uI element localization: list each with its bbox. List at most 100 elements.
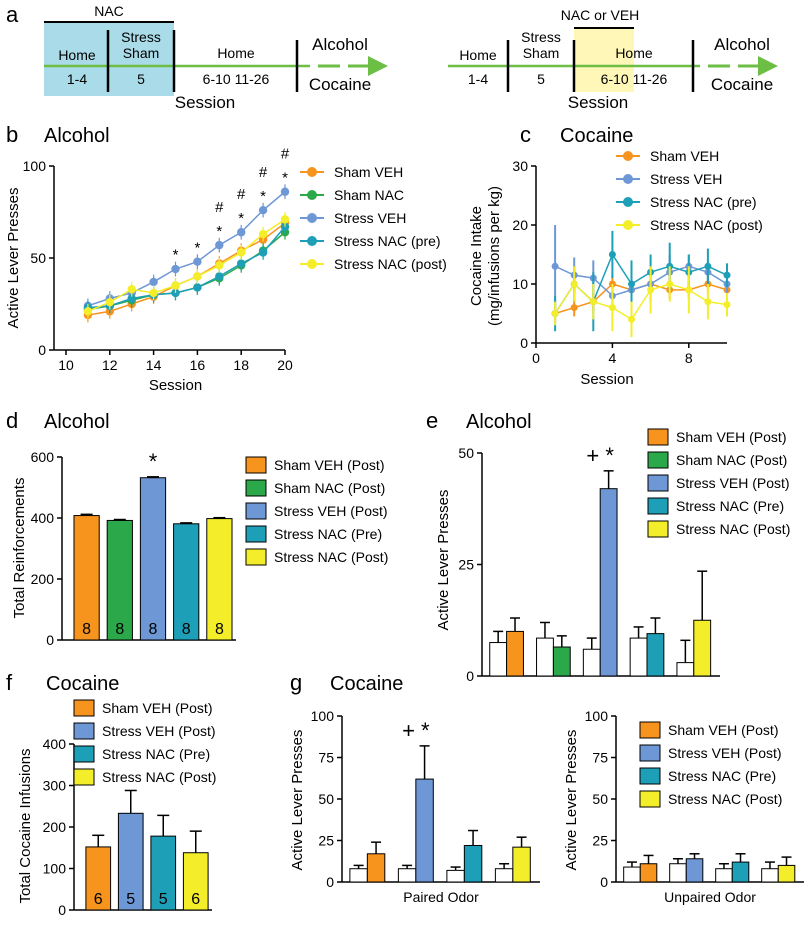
b-annotation: # bbox=[215, 199, 224, 216]
g1-significance: + * bbox=[402, 718, 430, 743]
timeline-left-session-label: Session bbox=[175, 93, 235, 112]
f-y-tick-label: 200 bbox=[43, 819, 67, 835]
g1-bar bbox=[446, 869, 465, 883]
b-point bbox=[280, 187, 290, 196]
g2-y-label: Active Lever Presses bbox=[563, 730, 580, 871]
g2-legend-swatch bbox=[639, 721, 661, 739]
b-annotation: # bbox=[281, 145, 290, 162]
g2-bar bbox=[777, 864, 796, 883]
d-y-tick-label: 400 bbox=[31, 510, 55, 526]
d-bar bbox=[173, 523, 200, 641]
c-legend-label: Stress NAC (pre) bbox=[650, 194, 757, 210]
b-point bbox=[127, 294, 136, 303]
e-bar bbox=[676, 662, 695, 677]
timeline-right-drug-box bbox=[574, 28, 634, 92]
b-x-tick-label: 20 bbox=[277, 357, 293, 373]
b-annotation: * bbox=[238, 210, 244, 227]
g1-bar bbox=[397, 868, 417, 883]
e-legend-label: Sham VEH (Post) bbox=[676, 429, 786, 445]
c-x-tick-label: 4 bbox=[609, 350, 617, 366]
g2-legend-swatch bbox=[639, 767, 661, 785]
b-point bbox=[105, 297, 115, 307]
g1-bar bbox=[349, 868, 368, 883]
b-x-tick-label: 18 bbox=[233, 357, 249, 373]
b-series-Stress NAC (pre) bbox=[83, 219, 290, 316]
e-bar bbox=[506, 630, 524, 677]
e-legend-label: Stress NAC (Pre) bbox=[676, 498, 784, 514]
b-point bbox=[171, 264, 180, 274]
e-significance: + * bbox=[586, 443, 614, 468]
d-bar-n-label: 8 bbox=[115, 621, 124, 638]
panel-letter-a: a bbox=[6, 2, 19, 27]
chart-title-f: Cocaine bbox=[46, 673, 119, 695]
b-point bbox=[127, 285, 136, 294]
f-legend-swatch bbox=[73, 768, 95, 786]
e-pair-group bbox=[629, 617, 665, 677]
b-point bbox=[258, 248, 268, 257]
g2-bar bbox=[685, 858, 704, 883]
f-bar bbox=[117, 812, 144, 911]
panel-letter-d: d bbox=[6, 408, 18, 433]
b-point bbox=[215, 261, 224, 270]
b-series-Stress NAC (post) bbox=[83, 212, 290, 319]
g1-pair-group bbox=[349, 841, 386, 883]
c-point bbox=[723, 271, 731, 279]
c-point bbox=[723, 301, 731, 309]
b-annotation: * bbox=[216, 223, 222, 240]
b-series-Stress VEH bbox=[83, 184, 290, 314]
b-point bbox=[171, 281, 180, 290]
timeline-left-segment-name: Stress bbox=[121, 29, 161, 45]
chart-title-e: Alcohol bbox=[466, 411, 532, 433]
b-x-tick-label: 12 bbox=[102, 357, 118, 373]
g2-bar bbox=[761, 868, 779, 883]
c-point bbox=[551, 262, 559, 270]
timeline-right-arrow-head bbox=[758, 56, 778, 76]
e-pair-group bbox=[489, 617, 524, 677]
c-point bbox=[685, 286, 693, 294]
panel-letter-e: e bbox=[426, 408, 438, 433]
e-pair-group bbox=[582, 470, 618, 677]
b-x-tick-label: 14 bbox=[146, 357, 162, 373]
e-pair-group bbox=[536, 621, 571, 677]
c-series-line bbox=[554, 265, 728, 297]
c-legend-marker bbox=[623, 197, 633, 207]
chart-title-d: Alcohol bbox=[44, 411, 110, 433]
d-bar-group: 8 bbox=[73, 513, 100, 641]
c-point bbox=[570, 304, 578, 312]
g2-bar bbox=[715, 868, 733, 883]
b-y-tick-label: 50 bbox=[30, 250, 46, 266]
f-bar-n-label: 5 bbox=[159, 891, 168, 908]
panel-c: c Cocaine 0 10 20 30 0 4 8 Session Cocaine Intake(… bbox=[468, 122, 763, 388]
b-legend-label: Sham VEH bbox=[334, 164, 403, 180]
c-y-tick-label: 0 bbox=[520, 335, 528, 351]
e-bar bbox=[582, 648, 601, 677]
g1-bar bbox=[366, 853, 386, 883]
c-x-label: Session bbox=[580, 371, 633, 388]
b-annotation: * bbox=[173, 247, 179, 264]
d-y-tick-label: 200 bbox=[31, 571, 55, 587]
b-point bbox=[215, 272, 224, 281]
b-point bbox=[258, 205, 268, 215]
e-y-label: Active Lever Presses bbox=[435, 490, 452, 631]
timeline-right-segment-days: 1-4 bbox=[468, 71, 488, 87]
g2-y-tick-label: 100 bbox=[585, 708, 609, 724]
b-point bbox=[149, 288, 158, 298]
d-bar-n-label: 8 bbox=[82, 621, 91, 638]
c-legend-label: Sham VEH bbox=[650, 148, 719, 164]
e-legend-swatch bbox=[647, 474, 669, 492]
panel-e: e Alcohol 0 25 50 Active Lever Presses + * Sham… bbox=[426, 408, 790, 684]
g2-legend-label: Stress VEH (Post) bbox=[668, 745, 782, 761]
b-series-line bbox=[87, 191, 286, 307]
g1-pair-group bbox=[494, 836, 531, 883]
e-legend-swatch bbox=[647, 497, 669, 515]
c-point bbox=[551, 310, 559, 317]
c-series-Stress NAC (post) bbox=[551, 266, 731, 338]
d-y-label-line: Total Reinforcements bbox=[11, 478, 28, 619]
b-annotation: # bbox=[237, 186, 246, 203]
timeline-right-segment-days: 6-10 11-26 bbox=[601, 71, 668, 87]
c-legend-label: Stress NAC (post) bbox=[650, 217, 763, 233]
g2-pair-group bbox=[715, 853, 750, 883]
e-bar bbox=[629, 637, 648, 677]
f-bar-group: 5 bbox=[117, 789, 144, 911]
